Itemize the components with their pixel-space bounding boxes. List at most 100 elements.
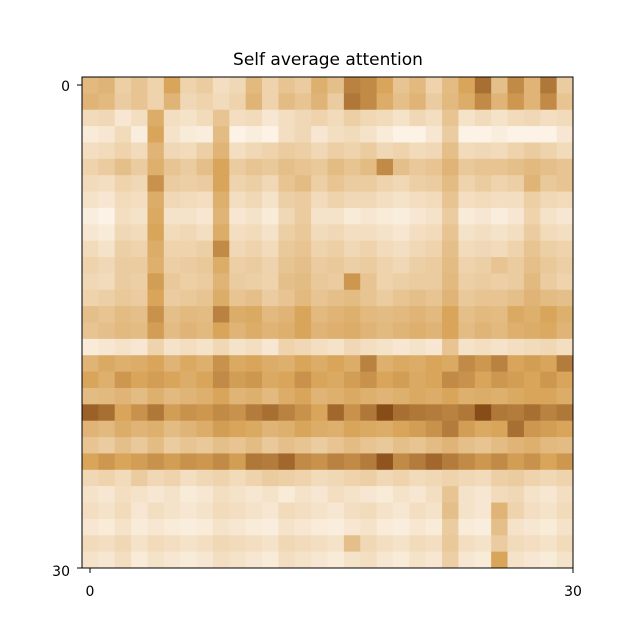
heatmap-cell xyxy=(163,224,181,242)
heatmap-cell xyxy=(311,175,328,192)
heatmap-cell xyxy=(98,453,116,471)
heatmap-cell xyxy=(556,518,574,536)
heatmap-cell xyxy=(114,175,132,192)
heatmap-cell xyxy=(376,240,394,258)
heatmap-cell xyxy=(262,371,279,389)
heatmap-cell xyxy=(491,486,508,503)
heatmap-cell xyxy=(311,273,328,291)
heatmap-cell xyxy=(343,289,361,307)
heatmap-cell xyxy=(163,404,181,422)
heatmap-cell xyxy=(425,404,443,422)
heatmap-cell xyxy=(212,257,230,274)
heatmap-cell xyxy=(376,387,394,405)
heatmap-cell xyxy=(474,551,492,569)
heatmap-cell xyxy=(294,289,312,307)
heatmap-cell xyxy=(82,273,99,291)
heatmap-cell xyxy=(376,322,394,340)
heatmap-cell xyxy=(507,535,525,553)
heatmap-cell xyxy=(540,371,558,389)
heatmap-cell xyxy=(458,486,476,503)
heatmap-cell xyxy=(114,240,132,258)
heatmap-cell xyxy=(147,404,165,422)
heatmap-cell xyxy=(212,289,230,307)
heatmap-cell xyxy=(409,289,427,307)
heatmap-cell xyxy=(245,306,263,323)
heatmap-cell xyxy=(409,109,427,127)
heatmap-cell xyxy=(245,486,263,503)
heatmap-cell xyxy=(114,518,132,536)
heatmap-cell xyxy=(114,551,132,569)
heatmap-cell xyxy=(491,306,508,323)
heatmap-cell xyxy=(491,126,508,143)
heatmap-cell xyxy=(147,224,165,242)
heatmap-cell xyxy=(409,93,427,111)
heatmap-cell xyxy=(262,437,279,454)
heatmap-cell xyxy=(311,109,328,127)
heatmap-cell xyxy=(294,175,312,192)
heatmap-cell xyxy=(474,453,492,471)
heatmap-cell xyxy=(474,518,492,536)
heatmap-cell xyxy=(294,191,312,209)
heatmap-cell xyxy=(147,535,165,553)
heatmap-cell xyxy=(392,420,410,438)
heatmap-cell xyxy=(392,142,410,160)
heatmap-cell xyxy=(278,486,296,503)
x-tick-label-30: 30 xyxy=(564,584,582,600)
heatmap-cell xyxy=(245,322,263,340)
heatmap-cell xyxy=(523,257,541,274)
heatmap-cell xyxy=(294,486,312,503)
heatmap-cell xyxy=(131,371,148,389)
heatmap-cell xyxy=(458,142,476,160)
heatmap-cell xyxy=(474,191,492,209)
heatmap-cell xyxy=(82,453,99,471)
heatmap-cell xyxy=(82,257,99,274)
heatmap-cell xyxy=(540,240,558,258)
heatmap-cell xyxy=(147,518,165,536)
heatmap-cell xyxy=(523,420,541,438)
heatmap-cell xyxy=(196,420,214,438)
heatmap-cell xyxy=(540,486,558,503)
heatmap-cell xyxy=(245,535,263,553)
heatmap-cell xyxy=(147,371,165,389)
heatmap-cell xyxy=(343,502,361,520)
heatmap-cell xyxy=(491,175,508,192)
heatmap-cell xyxy=(311,77,328,94)
heatmap-cell xyxy=(474,126,492,143)
heatmap-cell xyxy=(262,207,279,225)
heatmap-cell xyxy=(409,502,427,520)
heatmap-cell xyxy=(196,207,214,225)
heatmap-cell xyxy=(458,322,476,340)
heatmap-cell xyxy=(376,535,394,553)
heatmap-cell xyxy=(212,387,230,405)
heatmap-cell xyxy=(556,420,574,438)
heatmap-cell xyxy=(82,191,99,209)
heatmap-cell xyxy=(278,240,296,258)
heatmap-cell xyxy=(245,518,263,536)
heatmap-cell xyxy=(311,257,328,274)
heatmap-cell xyxy=(114,371,132,389)
heatmap-cell xyxy=(360,535,377,553)
heatmap-cell xyxy=(474,77,492,94)
heatmap-cell xyxy=(409,257,427,274)
heatmap-cell xyxy=(474,109,492,127)
heatmap-cell xyxy=(442,109,459,127)
heatmap-cell xyxy=(409,486,427,503)
heatmap-cell xyxy=(82,289,99,307)
heatmap-cell xyxy=(442,387,459,405)
heatmap-cell xyxy=(392,355,410,372)
heatmap-cell xyxy=(196,109,214,127)
heatmap-cell xyxy=(327,240,345,258)
heatmap-cell xyxy=(360,158,377,176)
heatmap-cell xyxy=(343,518,361,536)
heatmap-cell xyxy=(507,257,525,274)
heatmap-cell xyxy=(376,355,394,372)
heatmap-cell xyxy=(491,273,508,291)
heatmap-cell xyxy=(409,420,427,438)
heatmap-cell xyxy=(343,207,361,225)
heatmap-cell xyxy=(392,486,410,503)
x-tick-label-0: 0 xyxy=(86,584,95,600)
heatmap-cell xyxy=(147,338,165,356)
heatmap-cell xyxy=(392,338,410,356)
heatmap-cell xyxy=(196,306,214,323)
heatmap-cell xyxy=(196,371,214,389)
